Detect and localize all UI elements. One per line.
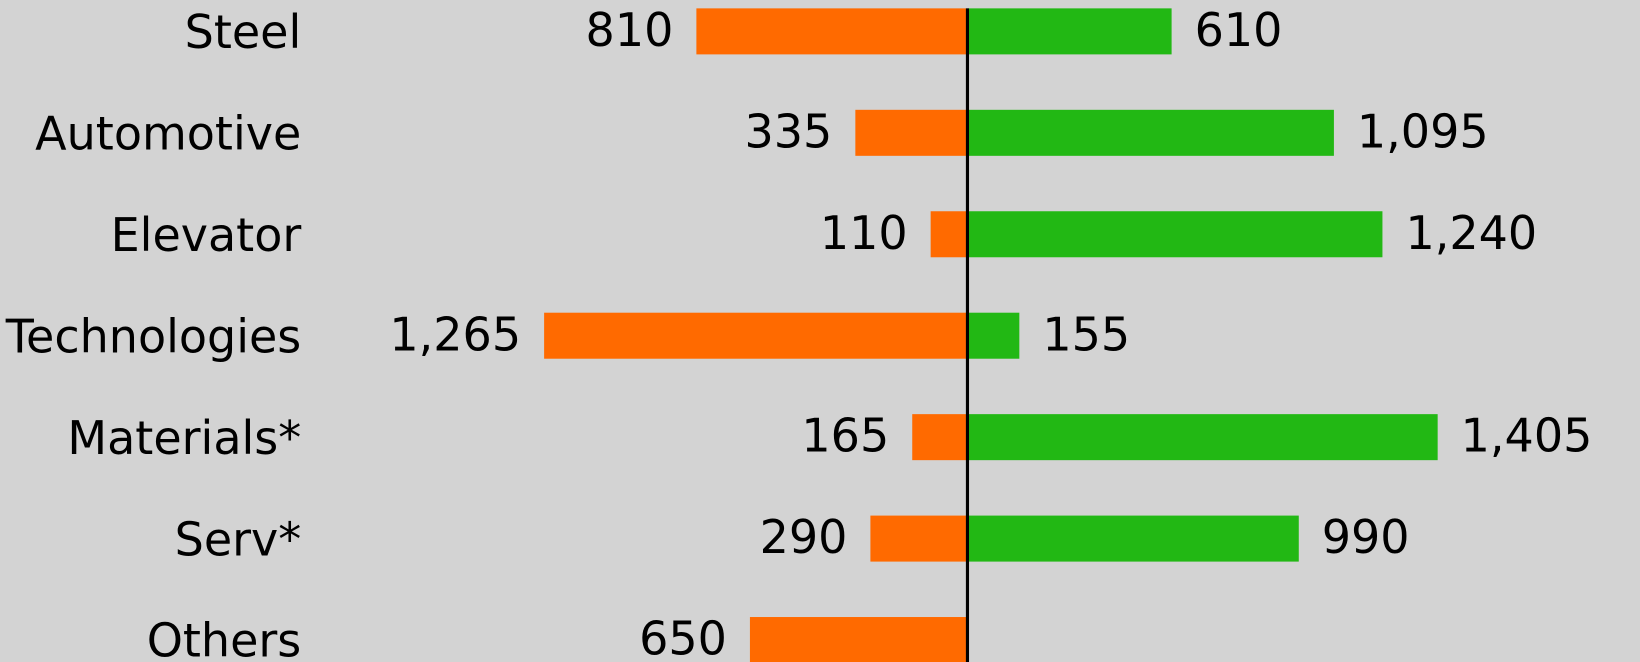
category-label: Automotive — [35, 107, 301, 161]
bar — [870, 515, 968, 562]
value-label: 610 — [1195, 3, 1283, 57]
bar — [912, 414, 968, 461]
value-label: 335 — [745, 104, 833, 158]
value-label: 990 — [1322, 510, 1410, 564]
value-label: 1,405 — [1461, 409, 1593, 463]
bar — [967, 312, 1020, 359]
category-label: Technologies — [5, 309, 302, 363]
bar — [967, 211, 1383, 258]
bar — [967, 414, 1438, 461]
category-label: Elevator — [111, 208, 302, 262]
category-label: Serv* — [175, 512, 302, 566]
bar — [967, 109, 1334, 156]
value-label: 1,095 — [1357, 104, 1489, 158]
value-label: 155 — [1042, 307, 1130, 361]
bar — [696, 8, 968, 55]
value-label: 110 — [820, 206, 908, 260]
bar — [967, 8, 1172, 55]
bar — [749, 617, 968, 662]
value-label: 810 — [586, 3, 674, 57]
value-label: 1,265 — [389, 307, 521, 361]
category-label: Steel — [185, 5, 302, 59]
bar — [544, 312, 968, 359]
bar — [930, 211, 968, 258]
value-label: 290 — [760, 510, 848, 564]
value-label: 1,240 — [1405, 206, 1537, 260]
bar — [855, 109, 968, 156]
value-label: 165 — [801, 409, 889, 463]
category-label: Materials* — [67, 411, 301, 465]
category-label: Others — [147, 614, 302, 662]
bar — [967, 515, 1299, 562]
value-label: 650 — [639, 612, 727, 662]
